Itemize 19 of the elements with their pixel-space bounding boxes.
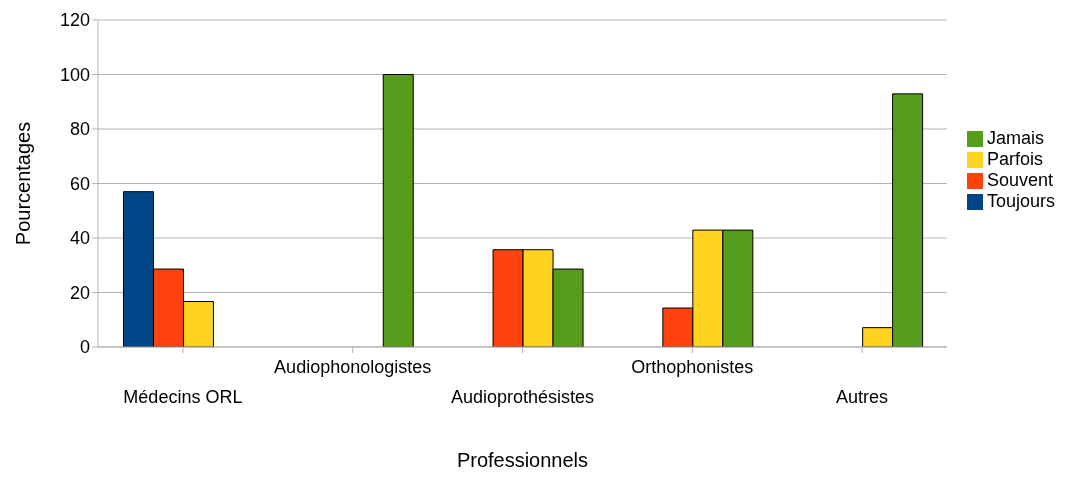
x-tick-label: Audioprothésistes — [450, 387, 595, 407]
legend-label: Toujours — [986, 191, 1055, 211]
y-tick-label: 0 — [79, 337, 90, 358]
y-axis-title: Pourcentages — [12, 121, 35, 246]
x-tick-label: Autres — [836, 387, 889, 407]
x-tick-label: Médecins ORL — [123, 387, 243, 407]
y-tick-label: 100 — [59, 64, 90, 85]
x-tick-label: Audiophonologistes — [274, 357, 432, 377]
legend-label: Parfois — [986, 149, 1043, 169]
y-tick-label: 60 — [69, 173, 90, 194]
y-tick-label: 80 — [69, 119, 90, 140]
legend-label: Souvent — [986, 170, 1054, 190]
y-tick-label: 20 — [69, 282, 90, 303]
y-tick-label: 120 — [59, 10, 90, 31]
y-tick-label: 40 — [69, 228, 90, 249]
x-axis-title: Professionnels — [456, 449, 589, 471]
legend-label: Jamais — [986, 128, 1044, 148]
bar — [382, 74, 414, 347]
x-tick-label: Orthophonistes — [631, 357, 754, 377]
